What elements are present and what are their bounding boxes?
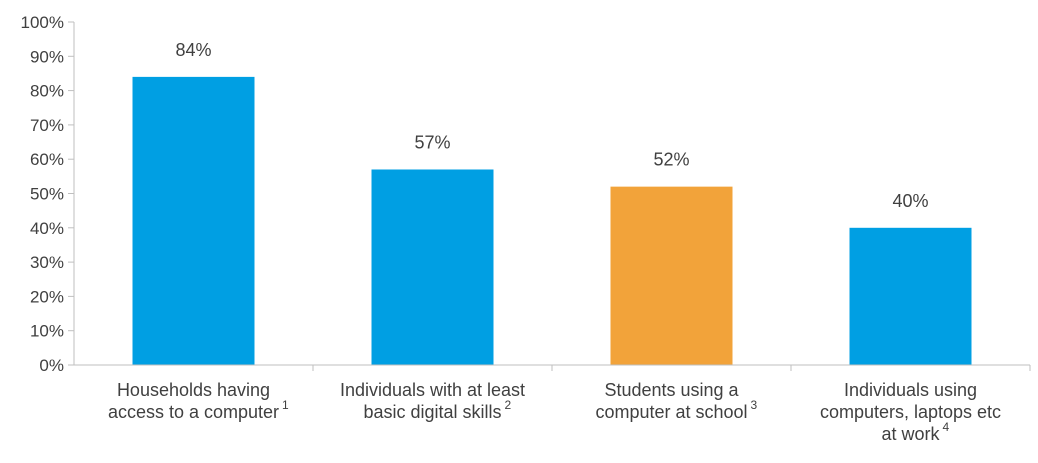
category-label: Individuals using xyxy=(844,380,977,400)
category-label: Students using a xyxy=(604,380,739,400)
data-label: 57% xyxy=(414,132,450,152)
category-label: basic digital skills xyxy=(363,402,501,422)
data-label: 84% xyxy=(175,40,211,60)
y-tick-label: 100% xyxy=(21,13,64,32)
y-tick-label: 50% xyxy=(30,185,64,204)
y-tick-label: 90% xyxy=(30,47,64,66)
data-label: 52% xyxy=(653,150,689,170)
y-tick-label: 0% xyxy=(39,356,64,375)
category-label: computer at school xyxy=(595,402,747,422)
category-label: access to a computer xyxy=(108,402,279,422)
y-tick-label: 20% xyxy=(30,287,64,306)
data-label: 40% xyxy=(892,191,928,211)
category-label: Households having xyxy=(117,380,270,400)
category-footnote: 4 xyxy=(943,420,950,434)
bar xyxy=(132,76,255,365)
y-tick-label: 80% xyxy=(30,82,64,101)
category-label: Individuals with at least xyxy=(340,380,525,400)
category-footnote: 3 xyxy=(751,398,758,412)
category-label: at work xyxy=(881,424,940,444)
bar xyxy=(849,227,972,365)
y-tick-label: 60% xyxy=(30,150,64,169)
bar xyxy=(610,186,733,365)
y-tick-label: 70% xyxy=(30,116,64,135)
y-tick-label: 30% xyxy=(30,253,64,272)
bars xyxy=(132,76,972,365)
category-footnote: 2 xyxy=(505,398,512,412)
y-tick-label: 40% xyxy=(30,219,64,238)
data-labels: 84% 57% 52% 40% xyxy=(175,40,928,211)
y-tick-label: 10% xyxy=(30,322,64,341)
y-axis: 0% 10% 20% 30% 40% 50% 60% 70% 80% 90% 100% xyxy=(21,13,75,375)
category-label: computers, laptops etc xyxy=(820,402,1001,422)
bar xyxy=(371,169,494,365)
category-footnote: 1 xyxy=(282,398,289,412)
